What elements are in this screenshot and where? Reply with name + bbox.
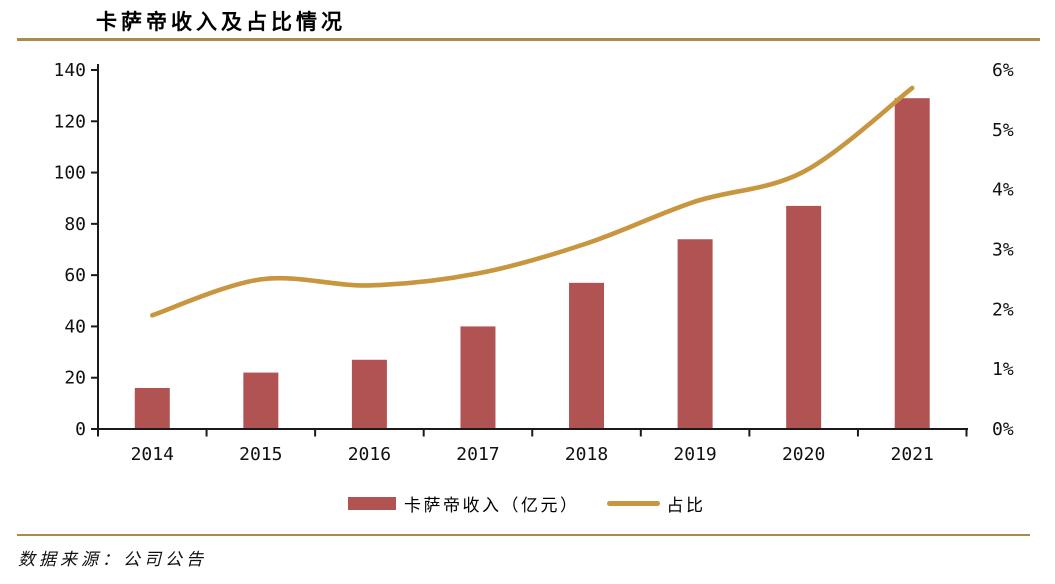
left-axis-label: 80: [64, 214, 86, 235]
right-axis-label: 5%: [992, 120, 1014, 141]
axis-frame: [97, 64, 968, 430]
bar-2016: [351, 359, 387, 429]
left-axis-label: 120: [53, 111, 86, 132]
legend-line-label: 占比: [666, 495, 706, 516]
x-axis-label: 2014: [131, 444, 174, 465]
left-axis-label: 60: [64, 265, 86, 286]
legend-bar-swatch: [348, 496, 396, 510]
footer-rule: [17, 534, 1030, 536]
right-axis-label: 0%: [992, 419, 1014, 440]
bar-2014: [134, 387, 170, 429]
x-axis-label: 2018: [565, 444, 608, 465]
bar-2020: [786, 205, 822, 429]
bar-2015: [243, 372, 279, 429]
left-axis-label: 140: [53, 60, 86, 81]
left-axis-label: 100: [53, 163, 86, 184]
source-note: 数据来源：公司公告: [18, 550, 207, 570]
x-axis-label: 2021: [891, 444, 934, 465]
left-axis-label: 0: [75, 419, 86, 440]
legend-line-swatch: [606, 500, 660, 506]
right-axis-label: 4%: [992, 180, 1014, 201]
bar-2019: [677, 239, 713, 429]
right-axis-label: 2%: [992, 299, 1014, 320]
right-axis-label: 3%: [992, 240, 1014, 261]
left-axis-label: 40: [64, 316, 86, 337]
legend-bar-label: 卡萨帝收入（亿元）: [404, 495, 580, 516]
x-axis-label: 2020: [782, 444, 825, 465]
title-rule: [17, 38, 1040, 41]
chart-title: 卡萨帝收入及占比情况: [96, 9, 346, 34]
left-axis-label: 20: [64, 368, 86, 389]
x-axis-label: 2017: [456, 444, 499, 465]
chart-legend: 卡萨帝收入（亿元） 占比: [348, 490, 706, 516]
bar-2021: [894, 98, 930, 429]
x-axis-label: 2016: [348, 444, 391, 465]
bar-2017: [460, 326, 496, 429]
x-axis-label: 2015: [239, 444, 282, 465]
ratio-line: [149, 85, 915, 318]
bar-2018: [569, 282, 605, 429]
right-axis-label: 1%: [992, 359, 1014, 380]
x-axis-label: 2019: [673, 444, 716, 465]
right-axis-label: 6%: [992, 60, 1014, 81]
